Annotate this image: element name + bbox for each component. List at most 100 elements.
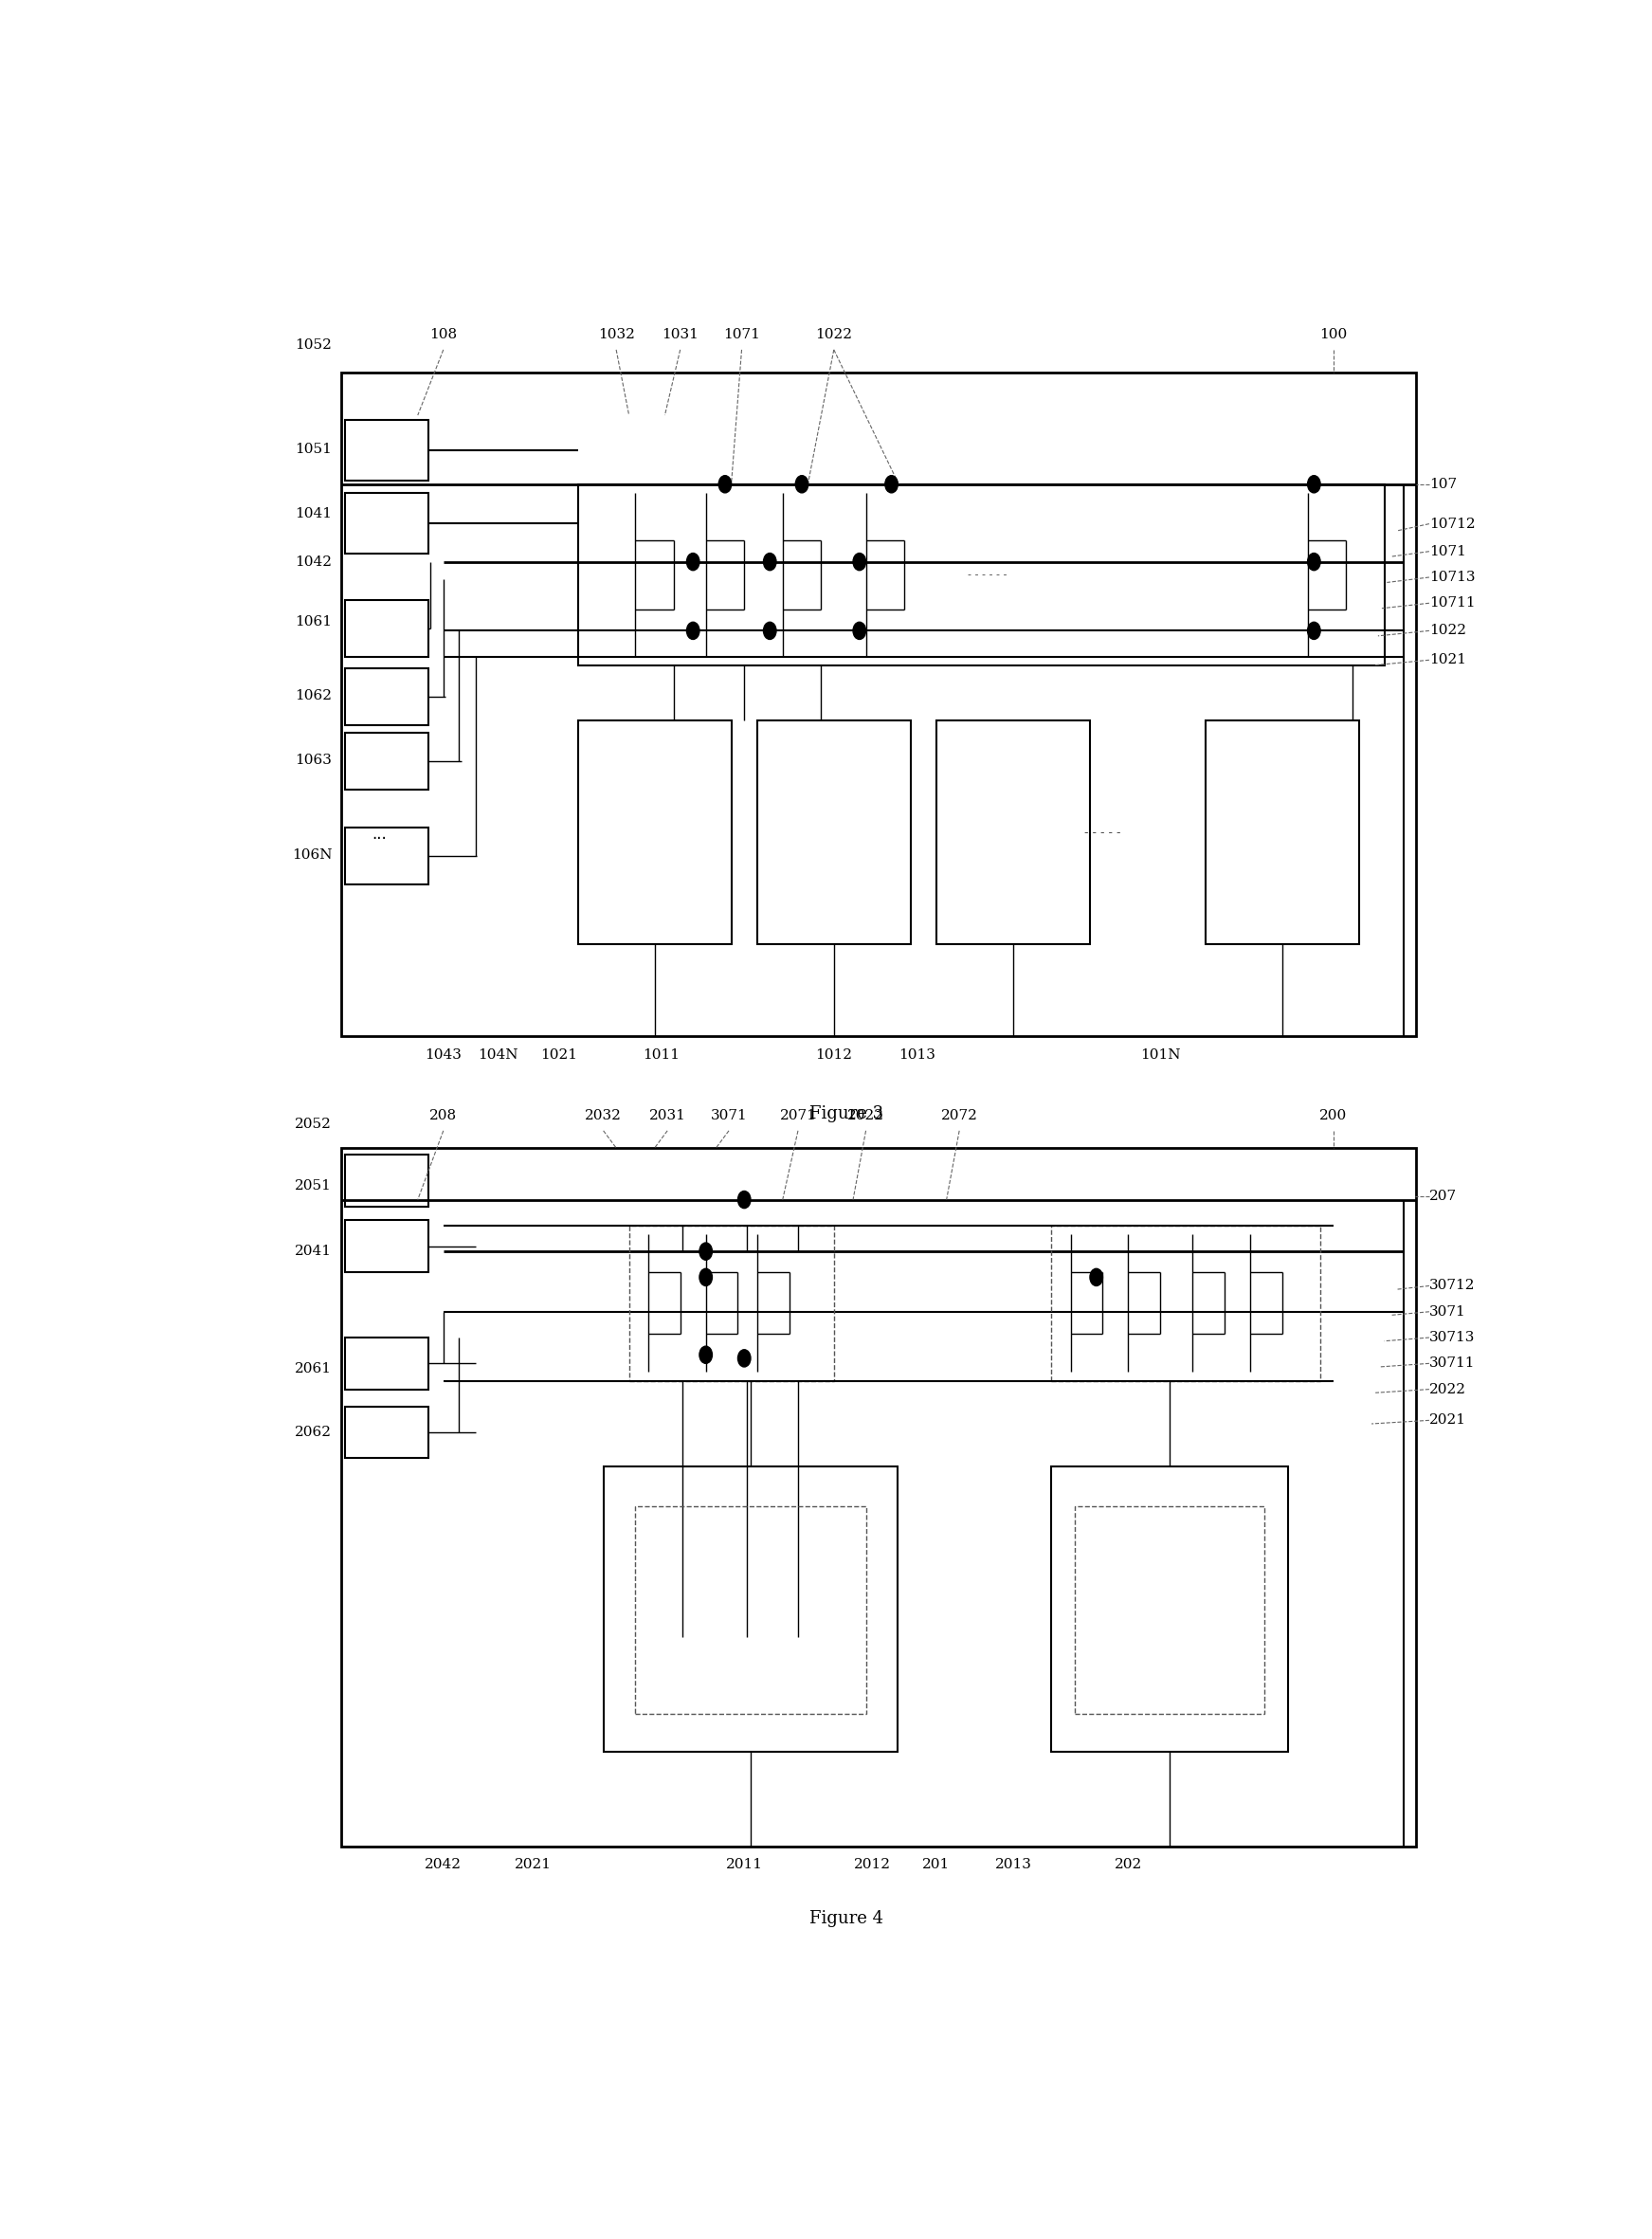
- Circle shape: [852, 553, 866, 571]
- Circle shape: [1307, 475, 1320, 493]
- Bar: [578, 721, 732, 945]
- Text: Figure 3: Figure 3: [809, 1104, 884, 1122]
- Bar: [937, 721, 1090, 945]
- Bar: [1074, 1507, 1264, 1713]
- Bar: [345, 1155, 428, 1207]
- Circle shape: [763, 622, 776, 640]
- Circle shape: [699, 1346, 712, 1364]
- Circle shape: [699, 1270, 712, 1285]
- Bar: [629, 1225, 834, 1381]
- Circle shape: [687, 622, 699, 640]
- Text: 10713: 10713: [1429, 571, 1475, 584]
- Text: 1042: 1042: [296, 555, 332, 569]
- Text: 1021: 1021: [540, 1048, 577, 1061]
- Text: 2021: 2021: [514, 1858, 552, 1872]
- Text: 2032: 2032: [585, 1108, 621, 1122]
- Text: 1013: 1013: [899, 1048, 935, 1061]
- Text: 207: 207: [1429, 1189, 1457, 1202]
- Bar: [340, 1149, 1416, 1847]
- Text: 2062: 2062: [296, 1426, 332, 1440]
- Text: 2021: 2021: [1429, 1413, 1467, 1426]
- Text: 2052: 2052: [296, 1117, 332, 1131]
- Circle shape: [885, 475, 899, 493]
- Text: 208: 208: [430, 1108, 458, 1122]
- Text: 10711: 10711: [1429, 596, 1475, 609]
- Circle shape: [852, 622, 866, 640]
- Text: 108: 108: [430, 327, 458, 340]
- Text: 1031: 1031: [662, 327, 699, 340]
- Text: 2022: 2022: [1429, 1384, 1467, 1395]
- Text: 1063: 1063: [296, 752, 332, 766]
- Text: 1022: 1022: [1429, 625, 1467, 638]
- Text: 202: 202: [1115, 1858, 1142, 1872]
- Text: 30713: 30713: [1429, 1330, 1475, 1343]
- Bar: [1051, 1225, 1320, 1381]
- Bar: [757, 721, 910, 945]
- Text: 107: 107: [1429, 477, 1457, 490]
- Text: 2072: 2072: [942, 1108, 978, 1122]
- Bar: [345, 826, 428, 884]
- Text: ...: ...: [372, 826, 387, 842]
- Text: 2011: 2011: [725, 1858, 763, 1872]
- Text: 1022: 1022: [816, 327, 852, 340]
- Text: 30711: 30711: [1429, 1357, 1475, 1370]
- Text: 1012: 1012: [816, 1048, 852, 1061]
- Text: 1052: 1052: [296, 338, 332, 352]
- Text: 1051: 1051: [296, 443, 332, 457]
- Circle shape: [738, 1350, 750, 1366]
- Text: 100: 100: [1320, 327, 1346, 340]
- Text: 2061: 2061: [296, 1361, 332, 1375]
- Text: 1043: 1043: [425, 1048, 463, 1061]
- Circle shape: [1307, 553, 1320, 571]
- Text: 201: 201: [922, 1858, 950, 1872]
- Text: - - - - - -: - - - - - -: [968, 571, 1008, 580]
- Circle shape: [796, 475, 808, 493]
- Bar: [345, 669, 428, 725]
- Circle shape: [1090, 1270, 1102, 1285]
- Bar: [603, 1467, 899, 1751]
- Circle shape: [699, 1243, 712, 1261]
- Text: 3071: 3071: [1429, 1305, 1465, 1319]
- Text: Figure 4: Figure 4: [809, 1910, 884, 1928]
- Bar: [345, 1220, 428, 1272]
- Bar: [345, 600, 428, 656]
- Text: 1071: 1071: [1429, 544, 1465, 558]
- Text: 10712: 10712: [1429, 517, 1475, 531]
- Text: 200: 200: [1320, 1108, 1346, 1122]
- Text: 3071: 3071: [710, 1108, 747, 1122]
- Circle shape: [719, 475, 732, 493]
- Text: 1021: 1021: [1429, 654, 1467, 667]
- Text: 2051: 2051: [296, 1180, 332, 1193]
- Text: 2022: 2022: [847, 1108, 884, 1122]
- Text: 2041: 2041: [296, 1245, 332, 1258]
- Text: 104N: 104N: [479, 1048, 519, 1061]
- Bar: [345, 1406, 428, 1458]
- Text: 2042: 2042: [425, 1858, 463, 1872]
- Circle shape: [687, 553, 699, 571]
- Text: 2012: 2012: [854, 1858, 890, 1872]
- Bar: [636, 1507, 866, 1713]
- Text: 1061: 1061: [296, 616, 332, 629]
- Bar: [1051, 1467, 1289, 1751]
- Bar: [1206, 721, 1358, 945]
- Text: 2013: 2013: [995, 1858, 1031, 1872]
- Bar: [345, 421, 428, 481]
- Circle shape: [763, 553, 776, 571]
- Text: 106N: 106N: [292, 849, 332, 862]
- Text: 1062: 1062: [296, 690, 332, 703]
- Bar: [340, 372, 1416, 1037]
- Circle shape: [738, 1191, 750, 1209]
- Text: 30712: 30712: [1429, 1278, 1475, 1292]
- Circle shape: [1307, 622, 1320, 640]
- Text: - - - - -: - - - - -: [1084, 826, 1122, 840]
- Text: 1032: 1032: [598, 327, 634, 340]
- Text: 1041: 1041: [296, 506, 332, 519]
- Text: 1071: 1071: [724, 327, 760, 340]
- Bar: [345, 732, 428, 790]
- Text: 101N: 101N: [1140, 1048, 1181, 1061]
- Text: 2031: 2031: [649, 1108, 686, 1122]
- Text: 1011: 1011: [643, 1048, 679, 1061]
- Bar: [345, 1337, 428, 1388]
- Bar: [345, 493, 428, 553]
- Text: 2071: 2071: [780, 1108, 816, 1122]
